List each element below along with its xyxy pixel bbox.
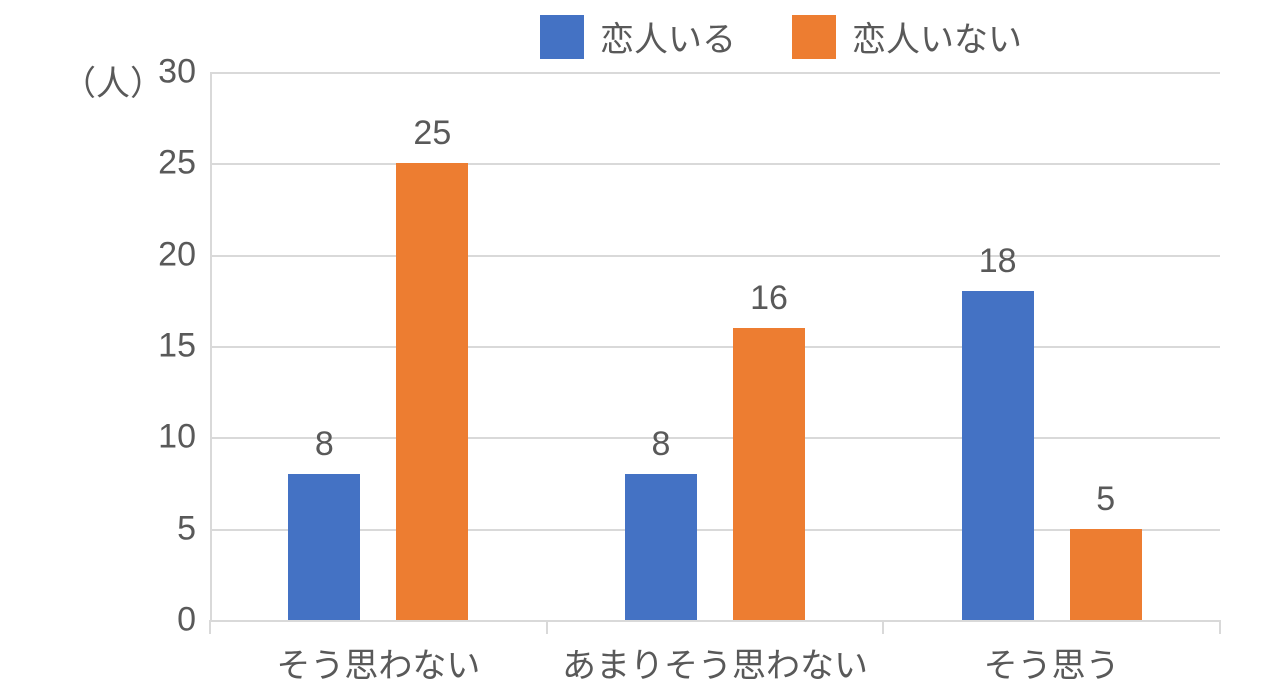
bar-value-label: 25: [413, 114, 451, 153]
y-tick-label: 10: [126, 418, 196, 457]
y-tick-label: 30: [126, 53, 196, 92]
legend-item: 恋人いる: [540, 12, 736, 61]
x-category-label: あまりそう思わない: [562, 638, 868, 687]
gridline: [210, 72, 1220, 74]
y-tick-label: 20: [126, 235, 196, 274]
x-category-label: そう思わない: [276, 638, 480, 687]
legend-swatch: [540, 15, 584, 59]
x-tick-mark: [882, 620, 884, 634]
gridline: [210, 437, 1220, 439]
bar-chart: 恋人いる恋人いない （人） 825816185 051015202530そう思わ…: [0, 0, 1280, 696]
y-axis-line: [210, 72, 212, 620]
x-tick-mark: [1219, 620, 1221, 634]
y-tick-label: 5: [126, 509, 196, 548]
legend-label: 恋人いる: [600, 12, 736, 61]
gridline: [210, 620, 1220, 622]
x-tick-mark: [546, 620, 548, 634]
y-tick-label: 0: [126, 601, 196, 640]
gridline: [210, 163, 1220, 165]
x-category-label: そう思う: [984, 638, 1120, 687]
y-tick-label: 15: [126, 327, 196, 366]
bar-value-label: 8: [315, 425, 334, 464]
bar: [625, 474, 697, 620]
bar: [396, 163, 468, 620]
plot-area: 8 25 8 16 18 5: [210, 72, 1220, 620]
bar-value-label: 8: [652, 425, 671, 464]
bar: [962, 291, 1034, 620]
bar-value-label: 18: [979, 242, 1017, 281]
y-tick-label: 25: [126, 144, 196, 183]
gridline: [210, 255, 1220, 257]
bar: [288, 474, 360, 620]
legend-item: 恋人いない: [792, 12, 1022, 61]
legend: 恋人いる 恋人いない: [540, 12, 1022, 61]
bar: [733, 328, 805, 620]
bar: [1070, 529, 1142, 620]
bar-value-label: 16: [750, 279, 788, 318]
x-tick-mark: [209, 620, 211, 634]
gridline: [210, 346, 1220, 348]
legend-label: 恋人いない: [852, 12, 1022, 61]
bar-value-label: 5: [1096, 480, 1115, 519]
gridline: [210, 529, 1220, 531]
legend-swatch: [792, 15, 836, 59]
